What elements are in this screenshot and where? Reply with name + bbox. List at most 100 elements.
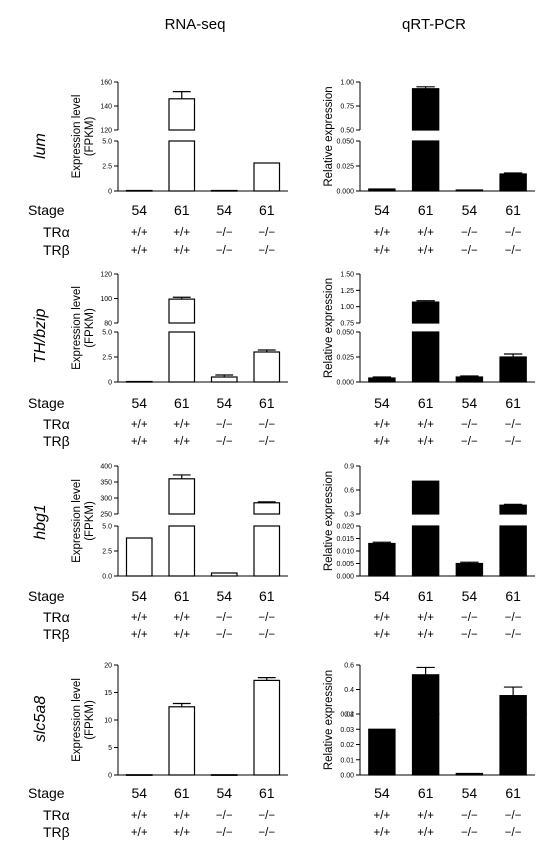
y-tick-label-lum-rnaseq: 140 xyxy=(100,104,112,111)
bar-slc5a8-qrtpcr xyxy=(455,772,484,776)
row-label-tra: TRα xyxy=(43,416,70,432)
bar-thbzip-rnaseq xyxy=(210,376,238,383)
row-label-trb: TRβ xyxy=(43,824,70,840)
bar-upper-hbg1-rnaseq xyxy=(168,478,196,515)
stage-label-hbg1-rnaseq: 54 xyxy=(131,588,147,604)
tra-genotype-hbg1-qrtpcr: −/− xyxy=(461,612,478,624)
bar-hbg1-rnaseq xyxy=(210,572,238,577)
row-label-tra: TRα xyxy=(43,609,70,625)
y-tick-label-lum-rnaseq: 120 xyxy=(100,128,112,135)
stage-label-lum-qrtpcr: 61 xyxy=(418,202,434,218)
tra-genotype-lum-qrtpcr: +/+ xyxy=(417,227,434,239)
y-tick-label-thbzip-rnaseq: 120 xyxy=(100,272,112,279)
trb-genotype-hbg1-qrtpcr: +/+ xyxy=(417,629,434,641)
bar-slc5a8-qrtpcr xyxy=(368,728,396,776)
stage-label-lum-qrtpcr: 54 xyxy=(374,202,390,218)
bar-lum-qrtpcr xyxy=(499,173,527,192)
y-tick-label-hbg1-rnaseq: 400 xyxy=(100,464,112,471)
bar-upper-thbzip-rnaseq xyxy=(168,298,196,324)
stage-label-slc5a8-rnaseq: 61 xyxy=(174,785,190,801)
y-tick-label-slc5a8-rnaseq: 20 xyxy=(104,663,112,670)
y-tick-label-lum-qrtpcr: 0.50 xyxy=(340,128,354,135)
y-tick-label-lum-rnaseq: 0 xyxy=(108,189,112,196)
bar-thbzip-qrtpcr xyxy=(499,356,527,383)
bar-upper-hbg1-qrtpcr xyxy=(411,480,440,515)
bar-upper-lum-rnaseq xyxy=(168,98,196,131)
bar-lower-hbg1-rnaseq xyxy=(168,525,196,577)
tra-genotype-thbzip-rnaseq: +/+ xyxy=(173,419,190,431)
trb-genotype-hbg1-rnaseq: −/− xyxy=(216,629,233,641)
trb-genotype-thbzip-qrtpcr: −/− xyxy=(461,436,478,448)
bar-thbzip-rnaseq xyxy=(253,351,281,383)
y-tick-label-slc5a8-rnaseq: 5 xyxy=(108,745,112,752)
y-axis-unit-slc5a8-rnaseq: (FPKM) xyxy=(84,700,96,740)
tra-genotype-lum-rnaseq: +/+ xyxy=(173,227,190,239)
y-tick-label-thbzip-qrtpcr: 1.50 xyxy=(340,272,354,279)
tra-genotype-hbg1-rnaseq: +/+ xyxy=(131,612,148,624)
tra-genotype-slc5a8-rnaseq: +/+ xyxy=(173,810,190,822)
trb-genotype-hbg1-qrtpcr: −/− xyxy=(461,629,478,641)
trb-genotype-slc5a8-qrtpcr: +/+ xyxy=(417,827,434,839)
tra-genotype-thbzip-rnaseq: +/+ xyxy=(131,419,148,431)
y-tick-label-hbg1-rnaseq: 5.0 xyxy=(102,524,112,531)
bar-hbg1-qrtpcr xyxy=(368,542,396,577)
trb-genotype-hbg1-qrtpcr: +/+ xyxy=(374,629,391,641)
y-tick-label-thbzip-qrtpcr: 0.050 xyxy=(336,330,354,337)
y-tick-label-slc5a8-qrtpcr: 0.2 xyxy=(344,712,354,719)
trb-genotype-lum-qrtpcr: +/+ xyxy=(374,245,391,257)
stage-label-thbzip-qrtpcr: 54 xyxy=(374,395,390,411)
bar-lum-rnaseq xyxy=(253,162,281,192)
tra-genotype-hbg1-qrtpcr: +/+ xyxy=(417,612,434,624)
stage-label-thbzip-rnaseq: 54 xyxy=(131,395,147,411)
trb-genotype-hbg1-qrtpcr: −/− xyxy=(505,629,522,641)
stage-label-lum-rnaseq: 61 xyxy=(259,202,275,218)
y-tick-label-hbg1-qrtpcr: 0.3 xyxy=(344,512,354,519)
stage-label-lum-rnaseq: 61 xyxy=(174,202,190,218)
y-tick-label-thbzip-rnaseq: 80 xyxy=(104,321,112,328)
tra-genotype-lum-qrtpcr: −/− xyxy=(461,227,478,239)
bar-lower-hbg1-qrtpcr xyxy=(411,525,440,577)
stage-label-thbzip-rnaseq: 54 xyxy=(216,395,232,411)
y-tick-label-hbg1-qrtpcr: 0.9 xyxy=(344,464,354,471)
bar-thbzip-qrtpcr xyxy=(455,376,484,383)
trb-genotype-slc5a8-rnaseq: +/+ xyxy=(173,827,190,839)
y-axis-unit-lum-rnaseq: (FPKM) xyxy=(84,117,96,157)
tra-genotype-thbzip-rnaseq: −/− xyxy=(258,419,275,431)
bar-thbzip-rnaseq xyxy=(125,380,153,383)
y-tick-label-hbg1-qrtpcr: 0.000 xyxy=(336,574,354,581)
row-label-tra: TRα xyxy=(43,807,70,823)
y-tick-label-lum-qrtpcr: 0.025 xyxy=(336,164,354,171)
tra-genotype-hbg1-qrtpcr: −/− xyxy=(505,612,522,624)
y-tick-label-thbzip-rnaseq: 0 xyxy=(108,380,112,387)
bar-lower-thbzip-qrtpcr xyxy=(411,331,440,383)
tra-genotype-hbg1-rnaseq: +/+ xyxy=(173,612,190,624)
bar-slc5a8-rnaseq xyxy=(168,706,196,776)
trb-genotype-thbzip-rnaseq: −/− xyxy=(258,436,275,448)
bar-lum-rnaseq xyxy=(210,189,238,192)
tra-genotype-thbzip-rnaseq: −/− xyxy=(216,419,233,431)
tra-genotype-slc5a8-qrtpcr: −/− xyxy=(461,810,478,822)
row-label-tra: TRα xyxy=(43,224,70,240)
stage-label-hbg1-qrtpcr: 54 xyxy=(462,588,478,604)
trb-genotype-slc5a8-rnaseq: −/− xyxy=(216,827,233,839)
y-axis-title-lum-rnaseq: Expression level xyxy=(71,95,83,179)
tra-genotype-lum-rnaseq: −/− xyxy=(216,227,233,239)
bar-upper-lum-qrtpcr xyxy=(411,88,440,131)
bar-lower-lum-rnaseq xyxy=(168,140,196,192)
stage-label-hbg1-qrtpcr: 54 xyxy=(374,588,390,604)
y-tick-label-lum-qrtpcr: 0.050 xyxy=(336,139,354,146)
stage-label-slc5a8-qrtpcr: 54 xyxy=(374,785,390,801)
trb-genotype-slc5a8-rnaseq: −/− xyxy=(258,827,275,839)
tra-genotype-slc5a8-rnaseq: −/− xyxy=(258,810,275,822)
trb-genotype-thbzip-rnaseq: −/− xyxy=(216,436,233,448)
trb-genotype-thbzip-qrtpcr: −/− xyxy=(505,436,522,448)
y-axis-title-thbzip-qrtpcr: Relative expression xyxy=(323,278,335,378)
trb-genotype-lum-rnaseq: −/− xyxy=(258,245,275,257)
bar-upper-hbg1-qrtpcr xyxy=(499,504,527,515)
y-axis-title-hbg1-qrtpcr: Relative expression xyxy=(323,471,335,571)
row-label-trb: TRβ xyxy=(43,242,70,258)
y-axis-title-hbg1-rnaseq: Expression level xyxy=(71,479,83,563)
y-tick-label-thbzip-rnaseq: 100 xyxy=(100,296,112,303)
row-label-stage: Stage xyxy=(28,588,65,604)
